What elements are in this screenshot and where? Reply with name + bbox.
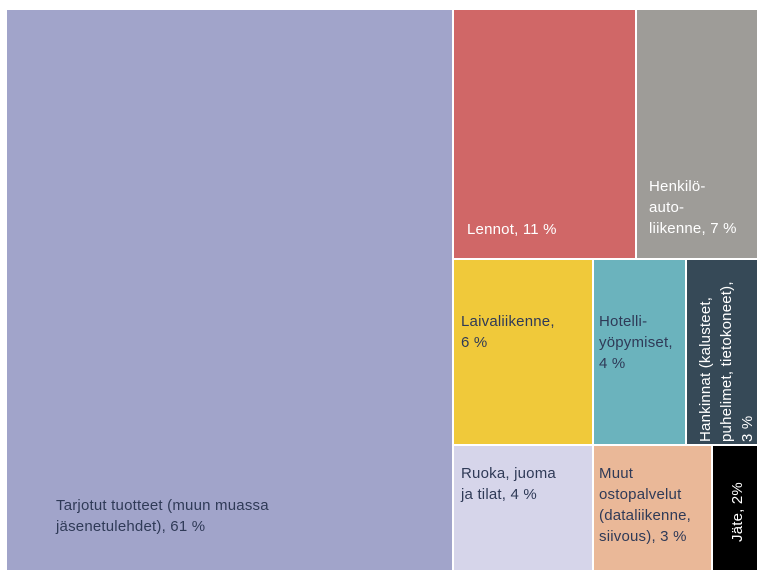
treemap-label-line: jäsenetulehdet), 61 % — [56, 518, 206, 535]
treemap-label-jate: Jäte, 2% — [727, 482, 748, 542]
treemap-tile-laivaliikenne: Laivaliikenne, 6 % — [454, 260, 592, 444]
treemap-label-line: Ruoka, juoma — [461, 465, 556, 482]
treemap-label-line: puhelimet, tietokoneet), — [718, 281, 735, 442]
treemap-label-line: Lennot, 11 % — [467, 221, 557, 238]
treemap-label-line: Hankinnat (kalusteet, — [697, 296, 714, 442]
treemap-label-line: (dataliikenne, — [599, 507, 692, 524]
treemap-label-line: Henkilö- — [649, 178, 706, 195]
treemap-label-line: auto- — [649, 199, 685, 216]
treemap-label-line: ja tilat, 4 % — [461, 486, 537, 503]
treemap-label-tarjotut: Tarjotut tuotteet (muun muassa jäsenetule… — [56, 495, 269, 537]
treemap-label-line: Laivaliikenne, — [461, 313, 555, 330]
treemap-label-line: Muut — [599, 465, 634, 482]
treemap-label-line: 3 % — [739, 415, 756, 442]
treemap-label-line: Hotelli- — [599, 313, 648, 330]
treemap-tile-tarjotut: Tarjotut tuotteet (muun muassa jäsenetule… — [7, 10, 452, 570]
treemap-tile-henkiloautoliikenne: Henkilö-auto-liikenne, 7 % — [637, 10, 757, 258]
treemap-label-line: siivous), 3 % — [599, 528, 687, 545]
treemap-label-line: liikenne, 7 % — [649, 220, 737, 237]
treemap-tile-hankinnat: Hankinnat (kalusteet, puhelimet, tietokon… — [687, 260, 757, 444]
treemap-label-lennot: Lennot, 11 % — [467, 219, 557, 240]
treemap-label-line: yöpymiset, — [599, 334, 673, 351]
treemap-label-line: Jäte, 2% — [729, 482, 746, 542]
treemap-label-line: ostopalvelut — [599, 486, 682, 503]
treemap-tile-hotelliyopymiset: Hotelli-yöpymiset, 4 % — [594, 260, 685, 444]
treemap-label-hankinnat: Hankinnat (kalusteet, puhelimet, tietokon… — [695, 281, 758, 442]
treemap-label-henkiloautoliikenne: Henkilö-auto-liikenne, 7 % — [649, 176, 737, 239]
treemap-tile-jate: Jäte, 2% — [713, 446, 757, 570]
treemap-label-line: 4 % — [599, 355, 626, 372]
treemap-label-line: Tarjotut tuotteet (muun muassa — [56, 497, 269, 514]
treemap-tile-lennot: Lennot, 11 % — [454, 10, 635, 258]
treemap-tile-ruoka: Ruoka, juoma ja tilat, 4 % — [454, 446, 592, 570]
treemap-label-muut: Muut ostopalvelut (dataliikenne, siivous), … — [599, 463, 691, 547]
treemap-label-laivaliikenne: Laivaliikenne, 6 % — [461, 311, 555, 353]
treemap-label-hotelliyopymiset: Hotelli-yöpymiset, 4 % — [599, 311, 673, 374]
treemap-tile-muut: Muut ostopalvelut (dataliikenne, siivous), … — [594, 446, 711, 570]
treemap-label-ruoka: Ruoka, juoma ja tilat, 4 % — [461, 463, 556, 505]
treemap-label-line: 6 % — [461, 334, 488, 351]
